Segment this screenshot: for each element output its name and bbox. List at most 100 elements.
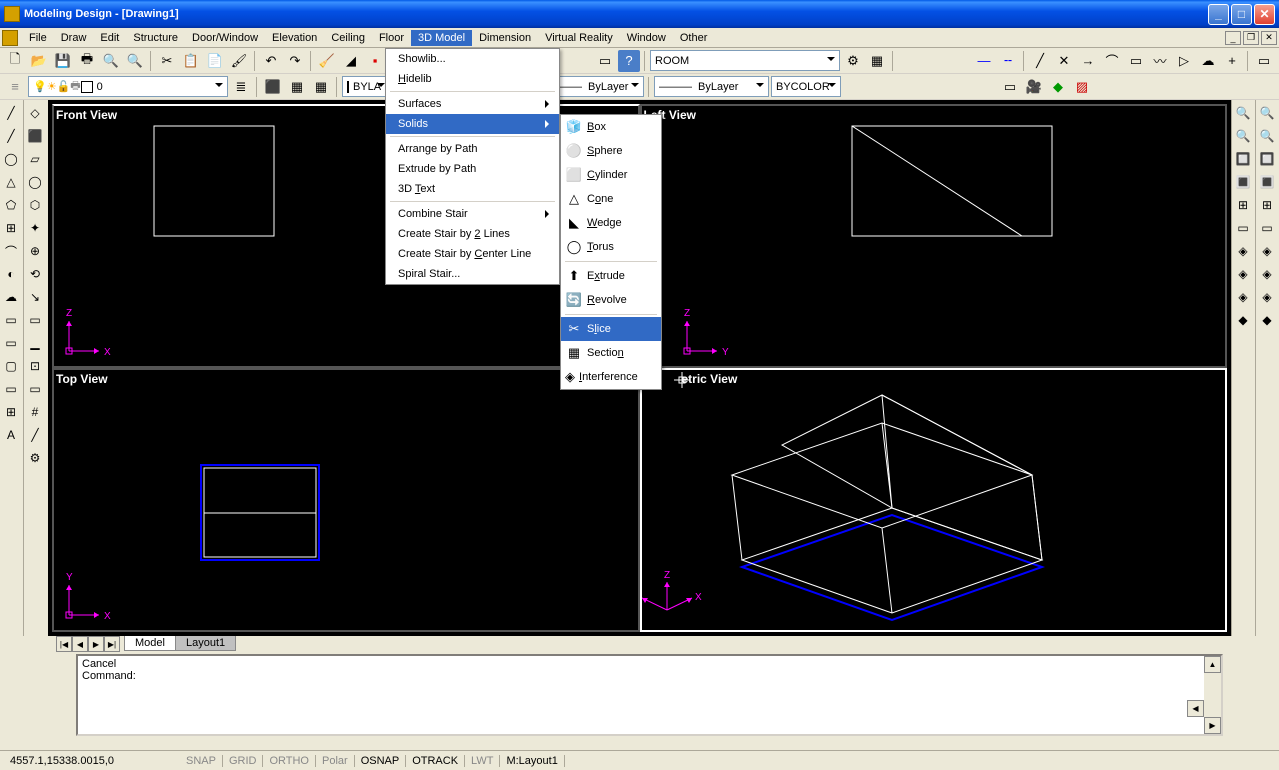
- line-style-button[interactable]: —: [973, 50, 995, 72]
- layer-prev-button[interactable]: ≣: [230, 76, 252, 98]
- modify-tool-5[interactable]: ✦: [24, 217, 46, 239]
- cut-button[interactable]: ✂: [156, 50, 178, 72]
- draw-rect-button[interactable]: ▭: [1125, 50, 1147, 72]
- modify-tool-7[interactable]: ⟲: [24, 263, 46, 285]
- scroll-right-button[interactable]: ▶: [1204, 717, 1221, 734]
- 3d-text-item[interactable]: 3D Text: [386, 179, 559, 199]
- otrack-toggle[interactable]: OTRACK: [406, 755, 465, 767]
- arrange-path-item[interactable]: Arrange by Path: [386, 139, 559, 159]
- match-button[interactable]: 🖌: [228, 50, 250, 72]
- tab-prev-button[interactable]: ◀: [72, 636, 88, 652]
- draw-plus-button[interactable]: +: [1221, 50, 1243, 72]
- draw-tool-2[interactable]: ◯: [0, 148, 22, 170]
- mdi-close[interactable]: ✕: [1261, 31, 1277, 45]
- layer-tool-button[interactable]: ▦: [286, 76, 308, 98]
- room-combo[interactable]: ROOM: [650, 50, 840, 71]
- modify-tool-15[interactable]: ⚙: [24, 447, 46, 469]
- zoom-tool-2[interactable]: 🔲: [1256, 148, 1278, 170]
- draw-tool-11[interactable]: ▢: [0, 355, 22, 377]
- tool-button[interactable]: ◢: [340, 50, 362, 72]
- revolve-item[interactable]: 🔄Revolve: [561, 288, 661, 312]
- menu-structure[interactable]: Structure: [126, 30, 185, 46]
- zoom-tool-0[interactable]: 🔍: [1256, 102, 1278, 124]
- menu-doorwindow[interactable]: Door/Window: [185, 30, 265, 46]
- cylinder-item[interactable]: ⬜Cylinder: [561, 163, 661, 187]
- snap-toggle[interactable]: SNAP: [180, 755, 223, 767]
- paste-button[interactable]: 📄: [204, 50, 226, 72]
- menu-ceiling[interactable]: Ceiling: [324, 30, 372, 46]
- command-text[interactable]: Cancel Command:: [78, 656, 1204, 734]
- zoom-tool-9[interactable]: ◆: [1256, 309, 1278, 331]
- layout1-tab[interactable]: Layout1: [175, 636, 236, 651]
- menu-edit[interactable]: Edit: [93, 30, 126, 46]
- layout-indicator[interactable]: M:Layout1: [500, 755, 564, 767]
- modify-tool-13[interactable]: #: [24, 401, 46, 423]
- modify-tool-2[interactable]: ▱: [24, 148, 46, 170]
- sphere-item[interactable]: ⚪Sphere: [561, 139, 661, 163]
- menu-3dmodel[interactable]: 3D Model: [411, 30, 472, 46]
- ortho-toggle[interactable]: ORTHO: [263, 755, 316, 767]
- tool-button[interactable]: ▭: [594, 50, 616, 72]
- tab-first-button[interactable]: |◀: [56, 636, 72, 652]
- erase-button[interactable]: 🧹: [316, 50, 338, 72]
- draw-tool-3[interactable]: △: [0, 171, 22, 193]
- draw-tool-6[interactable]: ⌒: [0, 240, 22, 262]
- tab-last-button[interactable]: ▶|: [104, 636, 120, 652]
- draw-cloud-button[interactable]: ☁: [1197, 50, 1219, 72]
- zoom-tool-8[interactable]: ◈: [1256, 286, 1278, 308]
- modify-tool-11[interactable]: ⊡: [24, 355, 46, 377]
- menu-virtualreality[interactable]: Virtual Reality: [538, 30, 620, 46]
- draw-arrow-button[interactable]: →: [1077, 50, 1099, 72]
- redo-button[interactable]: ↷: [284, 50, 306, 72]
- preview-button[interactable]: 🔍: [100, 50, 122, 72]
- menu-window[interactable]: Window: [620, 30, 673, 46]
- hidelib-item[interactable]: Hidelib: [386, 69, 559, 89]
- layer-states-button[interactable]: ≡: [4, 76, 26, 98]
- scroll-left-button[interactable]: ◀: [1187, 700, 1204, 717]
- view-tool-8[interactable]: ◈: [1232, 286, 1254, 308]
- undo-button[interactable]: ↶: [260, 50, 282, 72]
- modify-tool-9[interactable]: ▭: [24, 309, 46, 331]
- view-button[interactable]: ◆: [1047, 76, 1069, 98]
- print-button[interactable]: 🖶: [76, 50, 98, 72]
- grid-toggle[interactable]: GRID: [223, 755, 264, 767]
- make-current-button[interactable]: ⬛: [262, 76, 284, 98]
- draw-tool-4[interactable]: ⬠: [0, 194, 22, 216]
- ucs-button[interactable]: ▭: [999, 76, 1021, 98]
- draw-tool-13[interactable]: ⊞: [0, 401, 22, 423]
- left-viewport[interactable]: Left View Y Z: [640, 104, 1228, 368]
- view-tool-2[interactable]: 🔲: [1232, 148, 1254, 170]
- view-tool-9[interactable]: ◆: [1232, 309, 1254, 331]
- layer-combo[interactable]: 💡☀🔓🖶 0: [28, 76, 228, 97]
- draw-arc-button[interactable]: ⌒: [1101, 50, 1123, 72]
- stair-2lines-item[interactable]: Create Stair by 2 Lines: [386, 224, 559, 244]
- new-button[interactable]: 🗋: [4, 50, 26, 72]
- menu-floor[interactable]: Floor: [372, 30, 411, 46]
- draw-line-button[interactable]: ╱: [1029, 50, 1051, 72]
- find-button[interactable]: 🔍: [124, 50, 146, 72]
- view-tool-0[interactable]: 🔍: [1232, 102, 1254, 124]
- draw-tool-1[interactable]: ╱: [0, 125, 22, 147]
- modify-tool-14[interactable]: ╱: [24, 424, 46, 446]
- draw-tool-14[interactable]: A: [0, 424, 22, 446]
- scroll-up-button[interactable]: ▲: [1204, 656, 1221, 673]
- document-icon[interactable]: [2, 30, 18, 46]
- modify-tool-4[interactable]: ⬡: [24, 194, 46, 216]
- draw-tool-12[interactable]: ▭: [0, 378, 22, 400]
- solids-item[interactable]: Solids: [386, 114, 559, 134]
- osnap-toggle[interactable]: OSNAP: [355, 755, 407, 767]
- save-button[interactable]: 💾: [52, 50, 74, 72]
- draw-tool-10[interactable]: ▭: [0, 332, 22, 354]
- tool-button[interactable]: ▭: [1253, 50, 1275, 72]
- top-viewport[interactable]: Top View X Y: [52, 368, 640, 632]
- lwt-toggle[interactable]: LWT: [465, 755, 500, 767]
- combine-stair-item[interactable]: Combine Stair: [386, 204, 559, 224]
- draw-tri-button[interactable]: ▷: [1173, 50, 1195, 72]
- zoom-tool-7[interactable]: ◈: [1256, 263, 1278, 285]
- zoom-tool-5[interactable]: ▭: [1256, 217, 1278, 239]
- polar-toggle[interactable]: Polar: [316, 755, 355, 767]
- view-tool-6[interactable]: ◈: [1232, 240, 1254, 262]
- draw-tool-7[interactable]: ◐: [0, 263, 22, 285]
- view-tool-5[interactable]: ▭: [1232, 217, 1254, 239]
- draw-tool-5[interactable]: ⊞: [0, 217, 22, 239]
